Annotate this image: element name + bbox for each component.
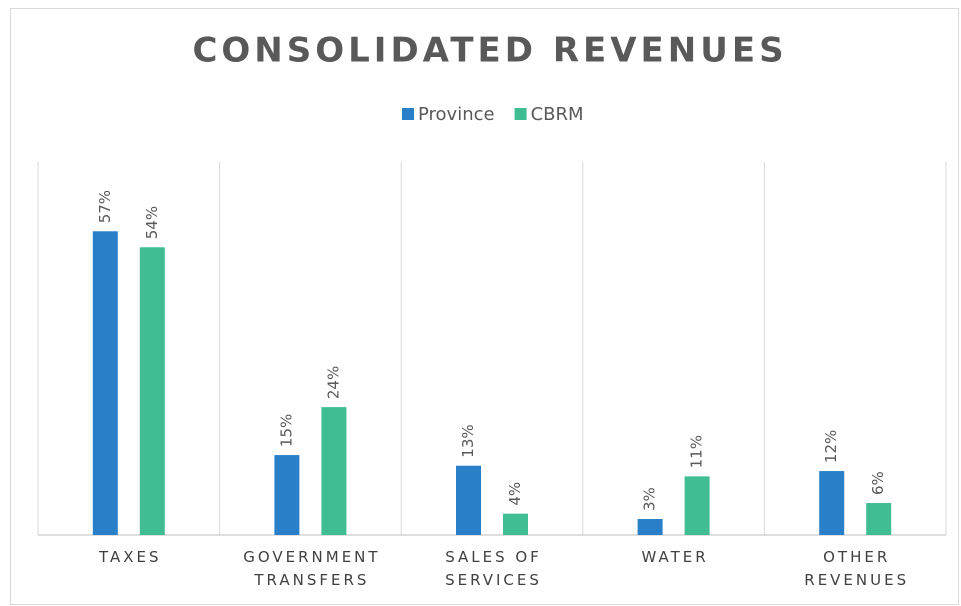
data-label: 6% <box>869 471 887 495</box>
data-label: 13% <box>459 424 477 457</box>
bar <box>456 465 481 535</box>
chart-title: CONSOLIDATED REVENUES <box>192 31 787 71</box>
x-tick-label: GOVERNMENT TRANSFERS <box>243 548 381 589</box>
data-label: 54% <box>143 206 161 239</box>
bar <box>139 247 165 535</box>
bar <box>321 407 347 535</box>
data-label: 4% <box>506 482 524 506</box>
data-label: 57% <box>96 190 114 223</box>
bar <box>503 513 528 535</box>
data-label: 15% <box>277 414 295 447</box>
legend-swatch <box>402 108 414 120</box>
data-label: 12% <box>822 430 840 463</box>
bar <box>92 231 118 535</box>
x-tick-label: TAXES <box>99 548 162 566</box>
legend-label: CBRM <box>531 104 584 125</box>
x-tick-label: SALES OF SERVICES <box>445 548 542 589</box>
data-label: 24% <box>324 366 342 399</box>
x-tick-label: WATER <box>641 548 709 566</box>
bar <box>274 455 300 535</box>
data-label: 11% <box>688 435 706 468</box>
x-tick-label: OTHER REVENUES <box>804 548 910 589</box>
legend-label: Province <box>418 104 495 125</box>
bar <box>866 503 892 535</box>
bar <box>684 476 710 535</box>
data-label: 3% <box>641 487 659 511</box>
bar <box>637 519 663 535</box>
legend-swatch <box>514 108 527 120</box>
chart-border <box>10 8 959 605</box>
bar <box>819 471 845 535</box>
